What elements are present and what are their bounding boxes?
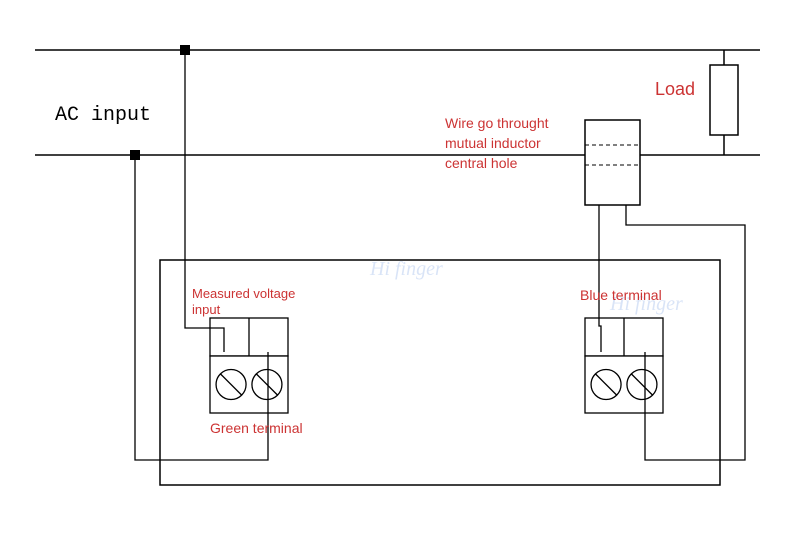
load-box — [710, 65, 738, 135]
measured-label-2: input — [192, 302, 221, 317]
blue-terminal-label: Blue terminal — [580, 287, 662, 303]
blue-terminal — [585, 318, 663, 413]
green-terminal — [210, 318, 288, 413]
measured-label-1: Measured voltage — [192, 286, 295, 301]
wire-label-1: Wire go throught — [445, 115, 549, 131]
mutual-inductor — [585, 120, 640, 205]
ac-input-label: AC input — [55, 104, 151, 127]
load-label: Load — [655, 79, 695, 99]
wire-label-3: central hole — [445, 155, 518, 171]
wire-label-2: mutual inductor — [445, 135, 541, 151]
watermark: Hi finger — [369, 258, 443, 280]
green-terminal-label: Green terminal — [210, 420, 303, 436]
